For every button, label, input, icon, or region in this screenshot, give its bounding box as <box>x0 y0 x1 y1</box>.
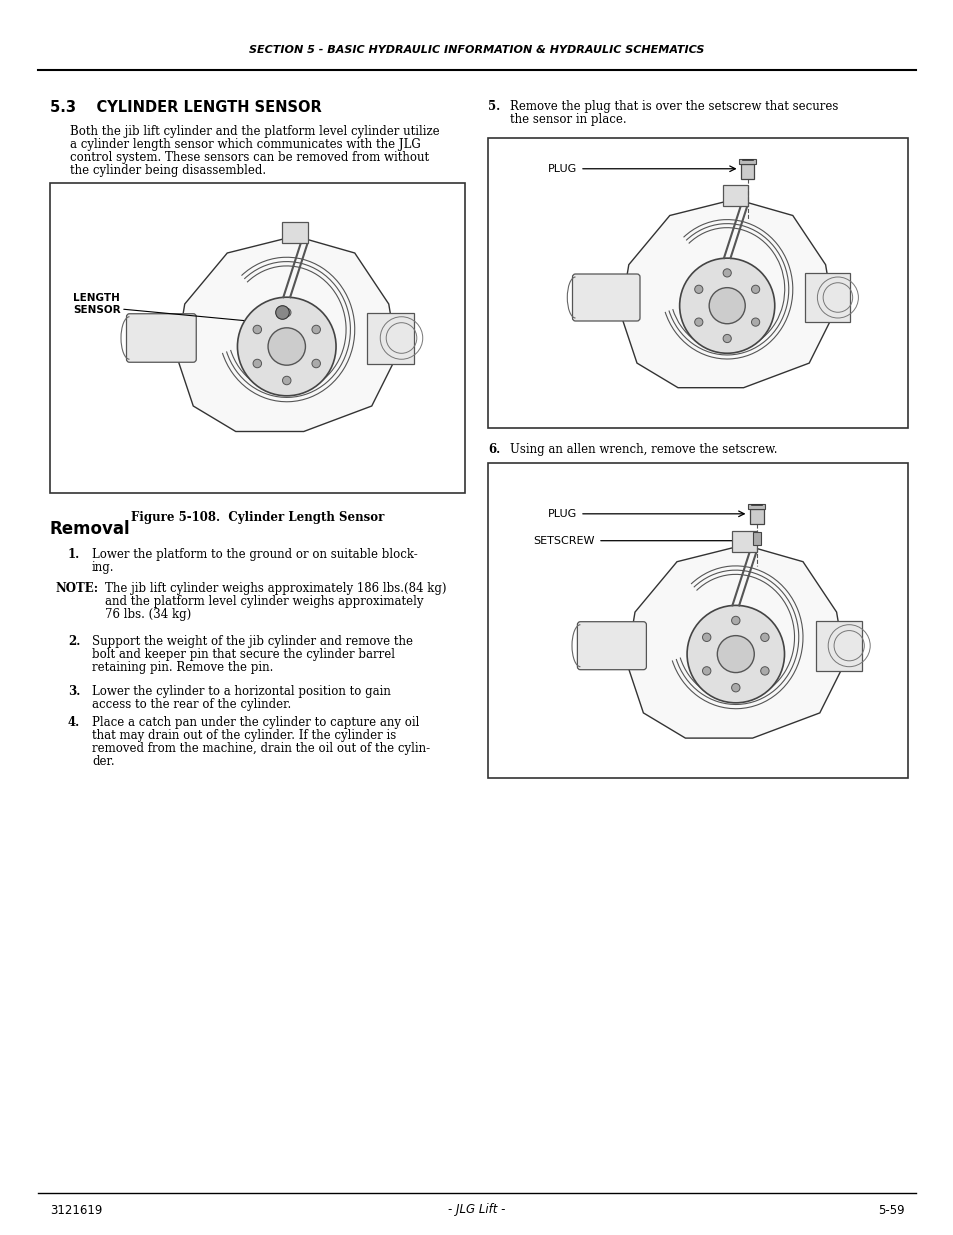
Text: PLUG: PLUG <box>547 164 577 174</box>
Text: Both the jib lift cylinder and the platform level cylinder utilize: Both the jib lift cylinder and the platf… <box>70 125 439 138</box>
Text: 76 lbs. (34 kg): 76 lbs. (34 kg) <box>105 608 191 621</box>
Text: 2.: 2. <box>68 635 80 648</box>
Circle shape <box>701 667 710 676</box>
Text: the sensor in place.: the sensor in place. <box>510 112 626 126</box>
Circle shape <box>760 667 768 676</box>
Text: Figure 5-108.  Cylinder Length Sensor: Figure 5-108. Cylinder Length Sensor <box>131 511 384 524</box>
Circle shape <box>312 359 320 368</box>
Bar <box>752 532 760 545</box>
Circle shape <box>760 634 768 641</box>
Circle shape <box>253 325 261 333</box>
Bar <box>804 273 849 322</box>
Text: the cylinder being disassembled.: the cylinder being disassembled. <box>70 164 266 177</box>
Circle shape <box>686 605 783 703</box>
Circle shape <box>722 269 731 277</box>
Text: - JLG Lift -: - JLG Lift - <box>448 1203 505 1216</box>
Text: 3.: 3. <box>68 685 80 698</box>
Text: that may drain out of the cylinder. If the cylinder is: that may drain out of the cylinder. If t… <box>91 729 395 742</box>
Text: SETSCREW: SETSCREW <box>533 536 594 546</box>
Text: NOTE:: NOTE: <box>55 582 98 595</box>
Text: ing.: ing. <box>91 561 114 574</box>
Text: Remove the plug that is over the setscrew that secures: Remove the plug that is over the setscre… <box>510 100 838 112</box>
Bar <box>739 159 755 164</box>
Polygon shape <box>620 199 833 388</box>
Bar <box>367 312 414 363</box>
Bar <box>50 183 464 493</box>
Circle shape <box>282 377 291 385</box>
FancyBboxPatch shape <box>577 621 646 669</box>
Circle shape <box>253 359 261 368</box>
Bar <box>747 504 764 509</box>
Text: 4.: 4. <box>68 716 80 729</box>
Circle shape <box>679 258 774 353</box>
Circle shape <box>731 683 740 692</box>
Bar <box>731 531 756 552</box>
Circle shape <box>717 636 754 673</box>
Text: The jib lift cylinder weighs approximately 186 lbs.(84 kg): The jib lift cylinder weighs approximate… <box>105 582 446 595</box>
Text: PLUG: PLUG <box>547 509 577 519</box>
Text: and the platform level cylinder weighs approximately: and the platform level cylinder weighs a… <box>105 595 423 608</box>
Polygon shape <box>176 236 396 431</box>
Text: Place a catch pan under the cylinder to capture any oil: Place a catch pan under the cylinder to … <box>91 716 419 729</box>
Text: bolt and keeper pin that secure the cylinder barrel: bolt and keeper pin that secure the cyli… <box>91 648 395 661</box>
Text: 5-59: 5-59 <box>878 1203 904 1216</box>
Text: Support the weight of the jib cylinder and remove the: Support the weight of the jib cylinder a… <box>91 635 413 648</box>
Polygon shape <box>626 545 844 739</box>
Text: control system. These sensors can be removed from without: control system. These sensors can be rem… <box>70 151 429 164</box>
Circle shape <box>722 335 731 342</box>
Text: a cylinder length sensor which communicates with the JLG: a cylinder length sensor which communica… <box>70 138 420 151</box>
Circle shape <box>701 634 710 641</box>
Circle shape <box>268 327 305 366</box>
FancyBboxPatch shape <box>127 314 196 362</box>
Text: Lower the cylinder to a horizontal position to gain: Lower the cylinder to a horizontal posit… <box>91 685 391 698</box>
Bar <box>722 185 747 206</box>
Text: removed from the machine, drain the oil out of the cylin-: removed from the machine, drain the oil … <box>91 742 430 755</box>
Circle shape <box>731 616 740 625</box>
Text: access to the rear of the cylinder.: access to the rear of the cylinder. <box>91 698 291 711</box>
Circle shape <box>275 306 289 320</box>
Text: retaining pin. Remove the pin.: retaining pin. Remove the pin. <box>91 661 274 674</box>
Circle shape <box>694 317 702 326</box>
Bar <box>740 164 754 179</box>
Text: Lower the platform to the ground or on suitable block-: Lower the platform to the ground or on s… <box>91 548 417 561</box>
Bar <box>749 509 762 524</box>
Bar <box>815 620 861 671</box>
Text: Using an allen wrench, remove the setscrew.: Using an allen wrench, remove the setscr… <box>510 443 777 456</box>
Text: 1.: 1. <box>68 548 80 561</box>
Circle shape <box>708 288 744 324</box>
Circle shape <box>282 309 291 316</box>
Text: Removal: Removal <box>50 520 131 538</box>
Text: SECTION 5 - BASIC HYDRAULIC INFORMATION & HYDRAULIC SCHEMATICS: SECTION 5 - BASIC HYDRAULIC INFORMATION … <box>249 44 704 56</box>
Text: 3121619: 3121619 <box>50 1203 102 1216</box>
Text: 6.: 6. <box>488 443 499 456</box>
Circle shape <box>751 317 759 326</box>
Circle shape <box>312 325 320 333</box>
Text: LENGTH
SENSOR: LENGTH SENSOR <box>73 293 120 315</box>
Text: 5.: 5. <box>488 100 499 112</box>
Bar <box>488 138 907 429</box>
Circle shape <box>237 298 335 395</box>
Circle shape <box>751 285 759 294</box>
Circle shape <box>694 285 702 294</box>
Text: 5.3    CYLINDER LENGTH SENSOR: 5.3 CYLINDER LENGTH SENSOR <box>50 100 321 115</box>
FancyBboxPatch shape <box>572 274 639 321</box>
Text: der.: der. <box>91 755 114 768</box>
Bar <box>488 463 907 778</box>
Bar <box>282 221 308 243</box>
